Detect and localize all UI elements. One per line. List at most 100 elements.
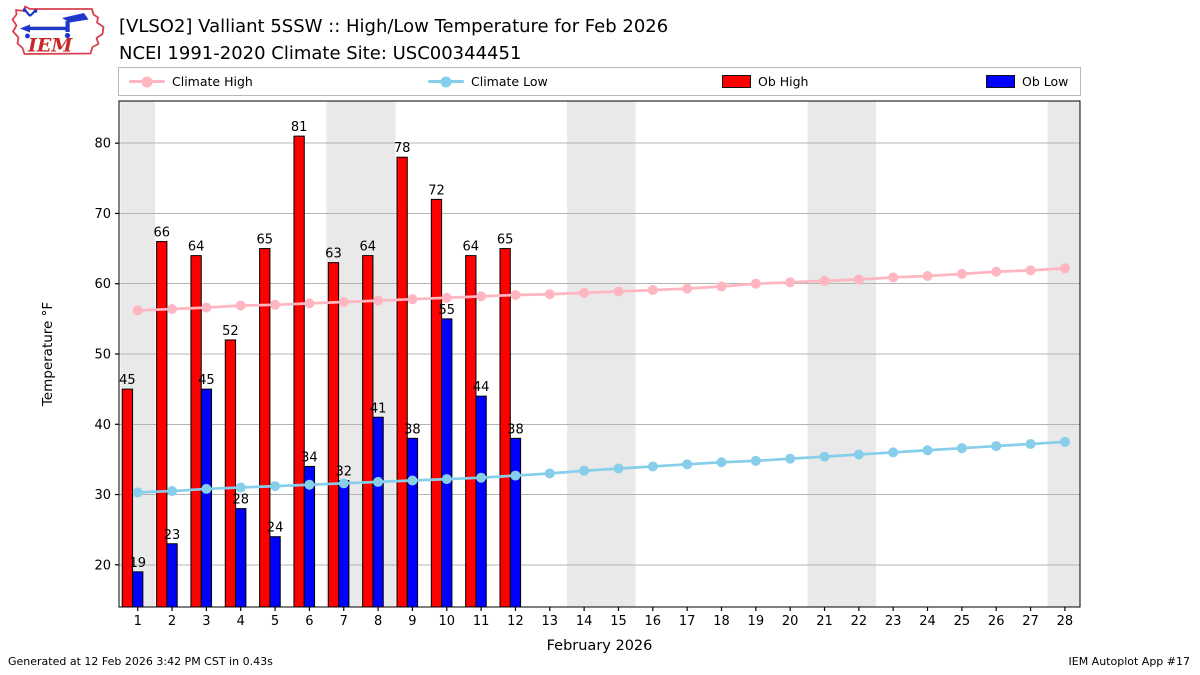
climate-high-point: [579, 287, 590, 298]
climate-low-point: [373, 476, 384, 487]
ob-high-bar: [293, 135, 305, 608]
page-title: [VLSO2] Valliant 5SSW :: High/Low Temper…: [119, 16, 669, 37]
y-tick-label: 30: [94, 488, 111, 503]
climate-high-marker-icon: [141, 76, 153, 87]
bar-value-label: 78: [394, 141, 411, 156]
legend-label: Climate Low: [471, 74, 548, 89]
ob-low-bar: [166, 543, 178, 608]
climate-low-point: [682, 459, 693, 470]
bar-value-label: 52: [222, 324, 239, 339]
x-tick-label: 26: [988, 614, 1005, 629]
climate-high-point: [647, 285, 658, 296]
climate-low-point: [510, 470, 521, 481]
climate-high-point: [750, 278, 761, 289]
legend-label: Ob Low: [1022, 74, 1069, 89]
y-tick-label: 70: [94, 207, 111, 222]
ob-low-bar: [509, 437, 522, 608]
climate-high-point: [819, 275, 830, 286]
y-tick-label: 60: [94, 277, 111, 292]
x-tick-label: 17: [679, 614, 696, 629]
ob-low-bar: [475, 395, 487, 608]
bar-value-label: 24: [267, 521, 284, 536]
climate-low-point: [1025, 438, 1036, 449]
legend-label: Ob High: [758, 74, 809, 89]
y-axis-label: Temperature °F: [40, 302, 56, 407]
bar-value-label: 66: [153, 226, 170, 241]
climate-low-point: [579, 465, 590, 476]
ob-low-bar: [269, 536, 281, 608]
ob-high-bar: [259, 248, 271, 608]
x-tick-label: 9: [408, 614, 416, 629]
x-tick-label: 6: [305, 614, 313, 629]
y-tick-label: 50: [94, 348, 111, 363]
bar-value-label: 38: [404, 422, 421, 437]
ob-low-bar: [235, 508, 247, 608]
ob-low-bar: [200, 388, 213, 608]
ob-low-bar: [406, 437, 419, 608]
climate-high-point: [613, 286, 624, 297]
climate-high-point: [201, 302, 212, 313]
climate-low-point: [407, 475, 418, 486]
bar-value-label: 45: [198, 373, 215, 388]
climate-high-point: [991, 266, 1002, 277]
climate-low-point: [476, 472, 487, 483]
y-tick-label: 80: [94, 137, 111, 152]
x-tick-label: 2: [168, 614, 176, 629]
climate-high-point: [338, 296, 349, 307]
climate-low-point: [441, 474, 452, 485]
ob-high-bar: [327, 262, 340, 608]
legend-item-climate-low: Climate Low: [428, 68, 548, 95]
legend-item-ob-high: Ob High: [722, 68, 808, 95]
ob-high-bar: [121, 388, 134, 608]
climate-low-point: [991, 441, 1002, 452]
ob-high-bar: [465, 255, 477, 608]
climate-high-point: [441, 292, 452, 303]
bar-value-label: 34: [301, 450, 318, 465]
climate-high-point: [544, 289, 555, 300]
bar-value-label: 65: [497, 233, 514, 248]
x-tick-label: 21: [816, 614, 833, 629]
ob-low-bar: [132, 571, 144, 608]
bar-value-label: 19: [129, 556, 146, 571]
footer-app-text: IEM Autoplot App #17: [1068, 655, 1191, 668]
ob-high-bar: [396, 156, 408, 608]
x-tick-label: 28: [1057, 614, 1074, 629]
climate-high-point: [956, 268, 967, 279]
climate-high-line-sample: [129, 76, 165, 87]
climate-low-point: [750, 455, 761, 466]
climate-high-point: [510, 289, 521, 300]
x-tick-label: 13: [542, 614, 559, 629]
climate-high-point: [1025, 265, 1036, 276]
ob-low-bar: [338, 480, 350, 608]
climate-high-point: [270, 299, 281, 310]
x-tick-label: 12: [507, 614, 524, 629]
chart-title-block: [VLSO2] Valliant 5SSW :: High/Low Temper…: [119, 13, 668, 67]
x-tick-label: 4: [237, 614, 245, 629]
climate-high-point: [888, 272, 899, 283]
climate-low-point: [613, 463, 624, 474]
climate-high-point: [853, 274, 864, 285]
ob-high-bar: [224, 339, 237, 608]
climate-low-point: [270, 481, 281, 492]
x-tick-label: 16: [645, 614, 662, 629]
climate-high-point: [167, 304, 178, 315]
climate-low-point: [716, 457, 727, 468]
climate-low-point: [544, 468, 555, 479]
ob-low-swatch: [986, 75, 1015, 88]
climate-high-point: [1059, 263, 1070, 274]
bar-value-label: 32: [335, 465, 352, 480]
climate-low-point: [647, 461, 658, 472]
x-tick-label: 1: [134, 614, 142, 629]
x-tick-label: 27: [1022, 614, 1039, 629]
climate-high-point: [785, 277, 796, 288]
ob-high-bar: [362, 255, 374, 608]
climate-high-point: [682, 283, 693, 294]
legend-item-climate-high: Climate High: [129, 68, 253, 95]
climate-high-point: [373, 295, 384, 306]
climate-high-point: [716, 281, 727, 292]
climate-high-point: [922, 270, 933, 281]
x-tick-label: 3: [202, 614, 210, 629]
ob-low-bar: [372, 416, 384, 608]
